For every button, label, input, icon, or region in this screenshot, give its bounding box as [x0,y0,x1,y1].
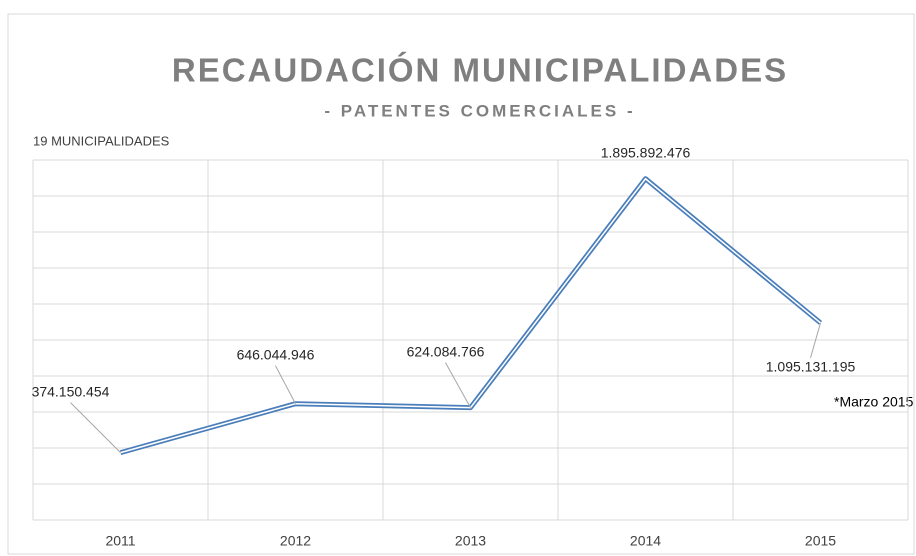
chart-label: 19 MUNICIPALIDADES [33,133,170,148]
annotation: *Marzo 2015 [834,394,914,410]
data-label: 374.150.454 [32,383,110,399]
chart-title: RECAUDACIÓN MUNICIPALIDADES [172,52,788,89]
leader-line [810,322,821,359]
leader-line [275,365,296,404]
x-tick-label: 2015 [805,533,836,549]
data-label: 624.084.766 [407,343,485,359]
data-label: 1.895.892.476 [601,144,691,160]
x-tick-label: 2011 [105,533,135,549]
leader-line [445,362,471,408]
x-tick-label: 2014 [630,533,661,549]
chart-subtitle: - PATENTES COMERCIALES - [324,101,635,120]
chart-frame [7,13,915,555]
x-tick-label: 2013 [455,533,486,549]
x-tick-label: 2012 [280,533,311,549]
line-highlight [120,177,821,454]
data-label: 1.095.131.195 [766,359,856,375]
leader-line [70,402,121,454]
data-label: 646.044.946 [237,346,315,362]
